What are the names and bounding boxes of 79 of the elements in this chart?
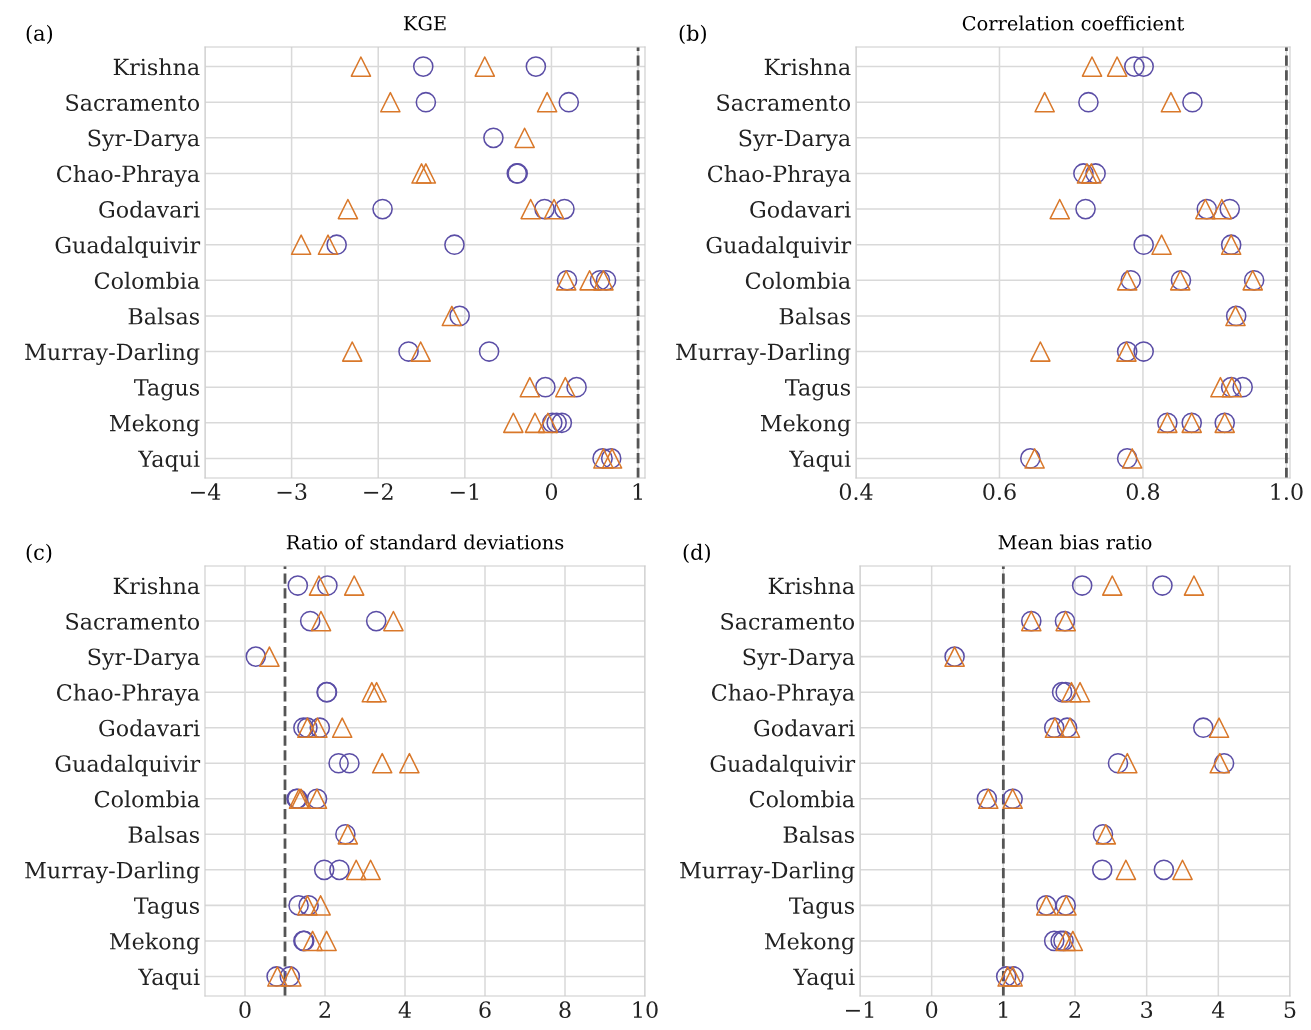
x-tick-label: 3 [1141,1001,1153,1019]
y-tick-label: Godavari [99,719,200,737]
x-tick-label: 6 [479,1001,491,1019]
chart-title: Ratio of standard deviations [286,534,564,550]
x-tick-label: 5 [1284,1001,1296,1019]
y-tick-label: Murray-Darling [676,343,851,365]
y-tick-label: Guadalquivir [55,236,201,258]
y-tick-label: Yaqui [138,450,200,472]
y-tick-label: Tagus [134,897,199,919]
y-tick-label: Colombia [745,271,851,290]
y-tick-label: Mekong [760,414,851,437]
y-tick-label: Krishna [113,577,200,595]
y-tick-label: Syr-Darya [743,648,855,670]
y-tick-label: Mekong [109,414,200,437]
y-tick-label: Mekong [764,932,855,955]
x-tick-label: 8 [559,1001,571,1019]
y-tick-label: Balsas [128,825,199,844]
x-tick-label: 2 [1069,1001,1080,1018]
chart-title: Mean bias ratio [998,534,1152,550]
x-tick-label: 2 [319,1001,330,1018]
y-tick-label: Balsas [783,825,854,844]
y-tick-label: Godavari [750,200,851,218]
x-tick-label: −1 [845,1001,874,1018]
y-tick-label: Guadalquivir [710,754,856,777]
text: (d) [683,543,710,563]
text: (c) [26,543,52,563]
y-tick-label: Sacramento [717,94,851,111]
x-tick-label: 0.4 [839,483,873,501]
x-tick-label: −2 [364,483,393,500]
y-tick-label: Sacramento [66,613,200,630]
x-tick-label: 0 [926,1001,938,1019]
y-tick-label: Murray-Darling [25,343,200,365]
x-tick-label: 1 [998,1001,1008,1018]
y-tick-label: Guadalquivir [55,754,201,777]
chart-title: Correlation coefficient [962,15,1185,31]
chart-title: KGE [403,15,446,31]
text: (b) [679,24,706,44]
x-tick-label: 4 [1211,1001,1225,1018]
y-tick-label: Krishna [113,58,200,76]
y-tick-label: Colombia [94,790,200,808]
y-tick-label: Mekong [109,932,200,955]
y-tick-label: Tagus [789,897,854,919]
text: (a) [26,24,53,44]
y-tick-label: Murray-Darling [680,861,855,884]
x-tick-label: 0 [545,483,558,501]
y-tick-label: Colombia [749,790,855,808]
x-tick-label: 0.8 [1126,483,1160,501]
y-tick-label: Yaqui [138,968,200,990]
y-tick-label: Chao-Phraya [56,165,200,187]
x-tick-label: 0 [239,1001,251,1019]
y-tick-label: Chao-Phraya [707,165,851,187]
x-tick-label: 4 [398,1001,411,1018]
x-tick-label: −3 [277,483,307,501]
x-tick-label: 10 [633,1001,658,1019]
y-tick-label: Sacramento [66,94,200,111]
y-tick-label: Sacramento [721,613,855,630]
y-tick-label: Syr-Darya [88,648,200,670]
y-tick-label: Krishna [764,58,851,76]
y-tick-label: Murray-Darling [25,861,200,884]
y-tick-label: Yaqui [793,968,855,990]
y-tick-label: Chao-Phraya [56,683,200,706]
y-tick-label: Chao-Phraya [711,683,855,706]
x-tick-label: 1 [633,483,642,500]
y-tick-label: Guadalquivir [706,236,852,258]
x-tick-label: −1 [450,483,479,500]
y-tick-label: Balsas [128,307,199,325]
y-tick-label: Balsas [779,307,850,325]
y-tick-label: Colombia [94,271,200,290]
y-tick-label: Tagus [785,379,850,401]
y-tick-label: Tagus [134,379,199,401]
y-tick-label: Yaqui [789,450,851,472]
y-tick-label: Godavari [754,719,855,737]
x-tick-label: 1.0 [1271,483,1303,501]
y-tick-label: Syr-Darya [739,129,851,152]
x-tick-label: −4 [190,483,221,500]
y-tick-label: Krishna [768,577,855,595]
y-tick-label: Godavari [99,200,200,218]
x-tick-label: 0.6 [983,483,1016,501]
y-tick-label: Syr-Darya [88,129,200,152]
